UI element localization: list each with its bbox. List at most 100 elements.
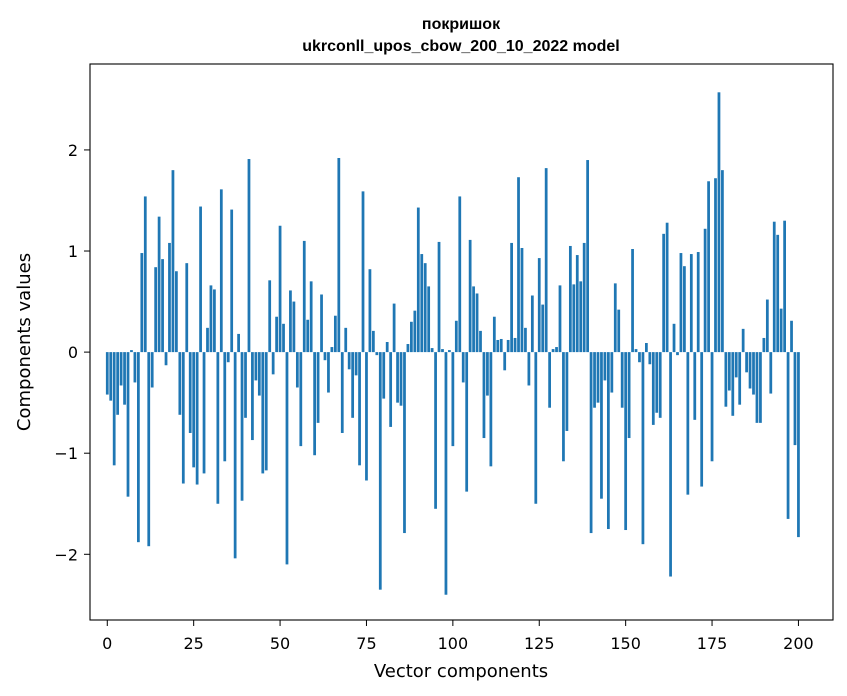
bar bbox=[520, 247, 524, 353]
bar bbox=[123, 352, 126, 405]
x-tick-label: 200 bbox=[783, 634, 814, 653]
bar bbox=[271, 352, 275, 375]
x-axis-label: Vector components bbox=[374, 661, 548, 682]
bar bbox=[427, 286, 431, 353]
bar bbox=[475, 293, 479, 353]
plot-area-frame bbox=[89, 63, 834, 621]
bar bbox=[489, 352, 493, 467]
bar bbox=[482, 352, 486, 439]
bar bbox=[264, 352, 268, 471]
bar bbox=[292, 301, 296, 353]
x-tick-label: 150 bbox=[610, 634, 641, 653]
bar bbox=[199, 206, 202, 353]
bar bbox=[582, 242, 586, 353]
bar bbox=[382, 352, 386, 399]
bar bbox=[323, 352, 327, 361]
bar bbox=[327, 352, 330, 393]
bar bbox=[645, 343, 648, 353]
bar bbox=[181, 352, 185, 484]
bar bbox=[638, 352, 641, 363]
bar bbox=[686, 352, 690, 495]
bar bbox=[555, 347, 558, 353]
bar bbox=[340, 352, 344, 433]
bar bbox=[479, 330, 482, 353]
bar bbox=[385, 342, 389, 353]
bar bbox=[247, 159, 251, 353]
bar bbox=[278, 225, 282, 353]
bar bbox=[779, 308, 783, 353]
bar bbox=[105, 352, 109, 395]
bar bbox=[707, 181, 710, 353]
bar bbox=[679, 253, 683, 353]
bar bbox=[320, 294, 323, 353]
bar bbox=[731, 352, 735, 416]
bar bbox=[613, 283, 617, 353]
bar bbox=[244, 352, 247, 418]
bar bbox=[175, 271, 178, 353]
bar bbox=[337, 158, 341, 353]
bar bbox=[662, 233, 666, 353]
bar bbox=[289, 290, 292, 353]
bar bbox=[430, 348, 434, 353]
bar bbox=[655, 352, 659, 413]
bar bbox=[416, 207, 420, 353]
bar bbox=[676, 352, 679, 356]
bar bbox=[150, 352, 154, 388]
bar bbox=[458, 196, 462, 353]
bar bbox=[724, 352, 728, 407]
bar bbox=[195, 352, 199, 485]
bar bbox=[389, 352, 393, 427]
bar bbox=[154, 267, 158, 353]
bar bbox=[620, 352, 624, 408]
x-tick-label: 125 bbox=[524, 634, 555, 653]
bar bbox=[624, 352, 628, 531]
bar bbox=[558, 285, 562, 353]
bar bbox=[710, 352, 714, 462]
y-tick-label: 0 bbox=[68, 343, 78, 362]
bar bbox=[537, 258, 541, 353]
bar bbox=[233, 352, 237, 559]
bar bbox=[275, 316, 278, 353]
x-tick-label: 0 bbox=[102, 634, 112, 653]
bar bbox=[693, 352, 697, 420]
y-tick-label: −2 bbox=[54, 545, 78, 564]
bar bbox=[257, 352, 261, 396]
bar bbox=[461, 352, 465, 383]
x-tick-label: 50 bbox=[270, 634, 290, 653]
bar bbox=[465, 352, 469, 492]
bar bbox=[344, 327, 348, 353]
y-axis: −2 −1 0 1 2 bbox=[54, 141, 90, 564]
bar bbox=[316, 352, 320, 423]
bar bbox=[527, 352, 531, 386]
bar bbox=[738, 352, 742, 405]
bar bbox=[164, 352, 168, 366]
bar bbox=[206, 327, 209, 353]
bar bbox=[392, 303, 396, 353]
bar bbox=[721, 170, 724, 353]
bar bbox=[548, 352, 551, 408]
bar bbox=[347, 352, 351, 370]
bar bbox=[741, 328, 745, 353]
bar bbox=[579, 281, 583, 353]
bar bbox=[468, 239, 472, 353]
bar bbox=[575, 255, 579, 353]
bar bbox=[351, 352, 355, 418]
bar bbox=[254, 352, 258, 381]
bar bbox=[745, 352, 748, 373]
bar bbox=[665, 222, 669, 353]
bar bbox=[648, 352, 652, 365]
bar bbox=[112, 352, 116, 466]
bar bbox=[161, 259, 164, 353]
bar bbox=[285, 352, 289, 565]
bar bbox=[593, 352, 596, 408]
bar bbox=[669, 352, 672, 577]
bar bbox=[703, 228, 707, 353]
bar bbox=[544, 168, 548, 353]
x-tick-label: 175 bbox=[697, 634, 728, 653]
bar bbox=[444, 352, 448, 595]
bar bbox=[769, 352, 773, 394]
bar bbox=[240, 352, 244, 501]
bar bbox=[610, 352, 614, 393]
bar bbox=[783, 220, 786, 353]
bar bbox=[434, 352, 437, 509]
